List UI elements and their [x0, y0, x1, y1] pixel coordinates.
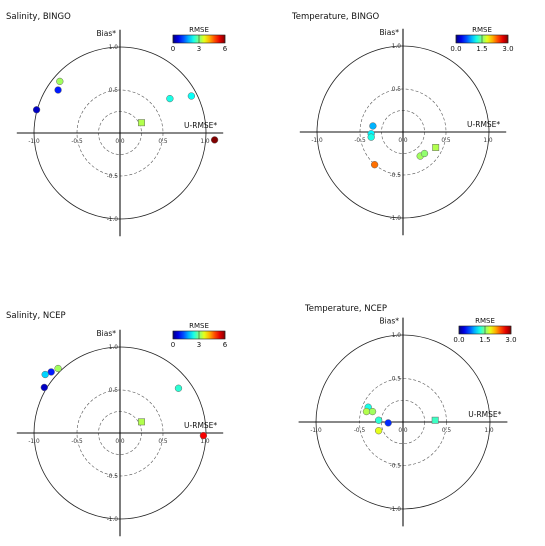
data-point	[166, 94, 174, 103]
y-tick-label: -1.0	[107, 517, 119, 523]
x-tick-label: 1.0	[200, 439, 210, 445]
data-point	[384, 419, 392, 427]
data-point	[174, 384, 183, 392]
y-tick-label: -0.5	[107, 474, 119, 480]
y-tick-label: -1.0	[107, 217, 119, 223]
y-axis-label: Bias*	[97, 329, 117, 338]
x-tick-label: -1.0	[310, 428, 322, 434]
x-tick-label: -1.0	[28, 439, 40, 445]
data-point	[362, 407, 371, 416]
x-tick-label: -0.5	[71, 139, 83, 145]
data-point-square	[432, 144, 440, 151]
panel-title: Temperature, NCEP	[304, 304, 387, 314]
colorbar-tick-label: 0	[171, 341, 175, 349]
x-tick-label: 0.5	[442, 428, 452, 434]
data-point-square	[138, 418, 145, 426]
data-point	[368, 407, 377, 416]
y-tick-label: -1.0	[390, 216, 402, 222]
data-point	[370, 161, 379, 169]
x-tick-label: 1.0	[484, 428, 494, 434]
x-tick-label: 0.5	[158, 439, 168, 445]
x-axis-label: U-RMSE*	[184, 121, 217, 130]
colorbar-tick-label: 1.5	[479, 336, 490, 344]
data-point	[420, 149, 429, 158]
colorbar-tick-label: 6	[223, 45, 228, 53]
x-tick-label: 1.0	[200, 139, 210, 145]
data-point	[369, 122, 377, 130]
colorbar-tick-label: 3	[197, 341, 201, 349]
x-tick-label: 0.0	[115, 439, 125, 445]
data-point	[32, 106, 41, 114]
colorbar-title: RMSE	[189, 26, 209, 34]
x-tick-label: 1.0	[483, 138, 493, 144]
data-point	[210, 136, 219, 144]
x-axis-label: U-RMSE*	[468, 410, 501, 419]
y-tick-label: -1.0	[390, 507, 402, 513]
y-axis-label: Bias*	[97, 29, 117, 38]
data-point	[56, 77, 64, 86]
colorbar-tick-label: 0	[171, 45, 175, 53]
colorbar-tick-label: 6	[223, 341, 228, 349]
y-tick-label: 1.0	[109, 45, 119, 51]
colorbar-tick-label: 3.0	[505, 336, 516, 344]
x-tick-label: 0.0	[398, 428, 408, 434]
x-tick-label: -1.0	[28, 139, 40, 145]
panel-title: Salinity, NCEP	[6, 311, 66, 321]
y-axis-label: Bias*	[380, 317, 400, 326]
x-tick-label: -1.0	[311, 138, 323, 144]
data-point	[41, 370, 49, 379]
y-tick-label: -0.5	[390, 464, 402, 470]
x-tick-label: -0.5	[71, 439, 83, 445]
panel-3: Salinity, NCEP U-RMSE* Bias* -1.0 -0.5 0.0 0.5…	[6, 311, 228, 537]
x-axis-label: U-RMSE*	[467, 120, 500, 129]
y-tick-label: -0.5	[390, 173, 402, 179]
data-point	[54, 86, 62, 94]
panel-title: Temperature, BINGO	[291, 12, 380, 22]
data-point-square	[431, 416, 439, 424]
colorbar-tick-label: 1.5	[476, 45, 487, 53]
x-tick-label: 0.5	[158, 139, 168, 145]
colorbar-tick-label: 0.0	[450, 45, 461, 53]
colorbar-tick-label: 0.0	[453, 336, 464, 344]
colorbar-title: RMSE	[189, 322, 209, 330]
y-axis-label: Bias*	[380, 28, 400, 37]
data-point	[374, 416, 383, 424]
x-tick-label: 0.5	[441, 138, 451, 144]
x-tick-label: -0.5	[354, 138, 366, 144]
y-tick-label: 0.5	[392, 87, 402, 93]
y-tick-label: 1.0	[109, 345, 119, 351]
panel-2: Temperature, BINGO U-RMSE* Bias* -1.0 -0.5 0.…	[291, 12, 514, 236]
colorbar-tick-label: 3.0	[502, 45, 513, 53]
panel-title: Salinity, BINGO	[6, 12, 71, 22]
y-tick-label: -0.5	[107, 174, 119, 180]
data-point	[40, 383, 48, 392]
colorbar-title: RMSE	[472, 26, 492, 34]
x-tick-label: 0.0	[398, 138, 408, 144]
data-point-square	[138, 119, 145, 127]
panel-1: Salinity, BINGO U-RMSE* Bias* -1.0 -0.5 0.0 0.…	[6, 12, 228, 237]
data-point	[199, 431, 208, 440]
data-point	[47, 368, 55, 376]
data-point	[187, 92, 196, 100]
colorbar-title: RMSE	[475, 317, 495, 325]
panel-4: Temperature, NCEP U-RMSE* Bias* -1.0 -0.5 0.0…	[298, 304, 517, 527]
y-tick-label: 0.5	[392, 377, 402, 383]
y-tick-label: 0.5	[109, 388, 119, 394]
y-tick-label: 0.5	[109, 88, 119, 94]
x-axis-label: U-RMSE*	[184, 421, 217, 430]
data-point	[54, 364, 62, 373]
x-tick-label: 0.0	[115, 139, 125, 145]
x-tick-label: -0.5	[354, 428, 366, 434]
y-tick-label: 1.0	[392, 44, 402, 50]
colorbar-tick-label: 3	[197, 45, 201, 53]
data-point	[367, 133, 375, 141]
y-tick-label: 1.0	[392, 333, 402, 339]
data-point	[374, 427, 383, 435]
